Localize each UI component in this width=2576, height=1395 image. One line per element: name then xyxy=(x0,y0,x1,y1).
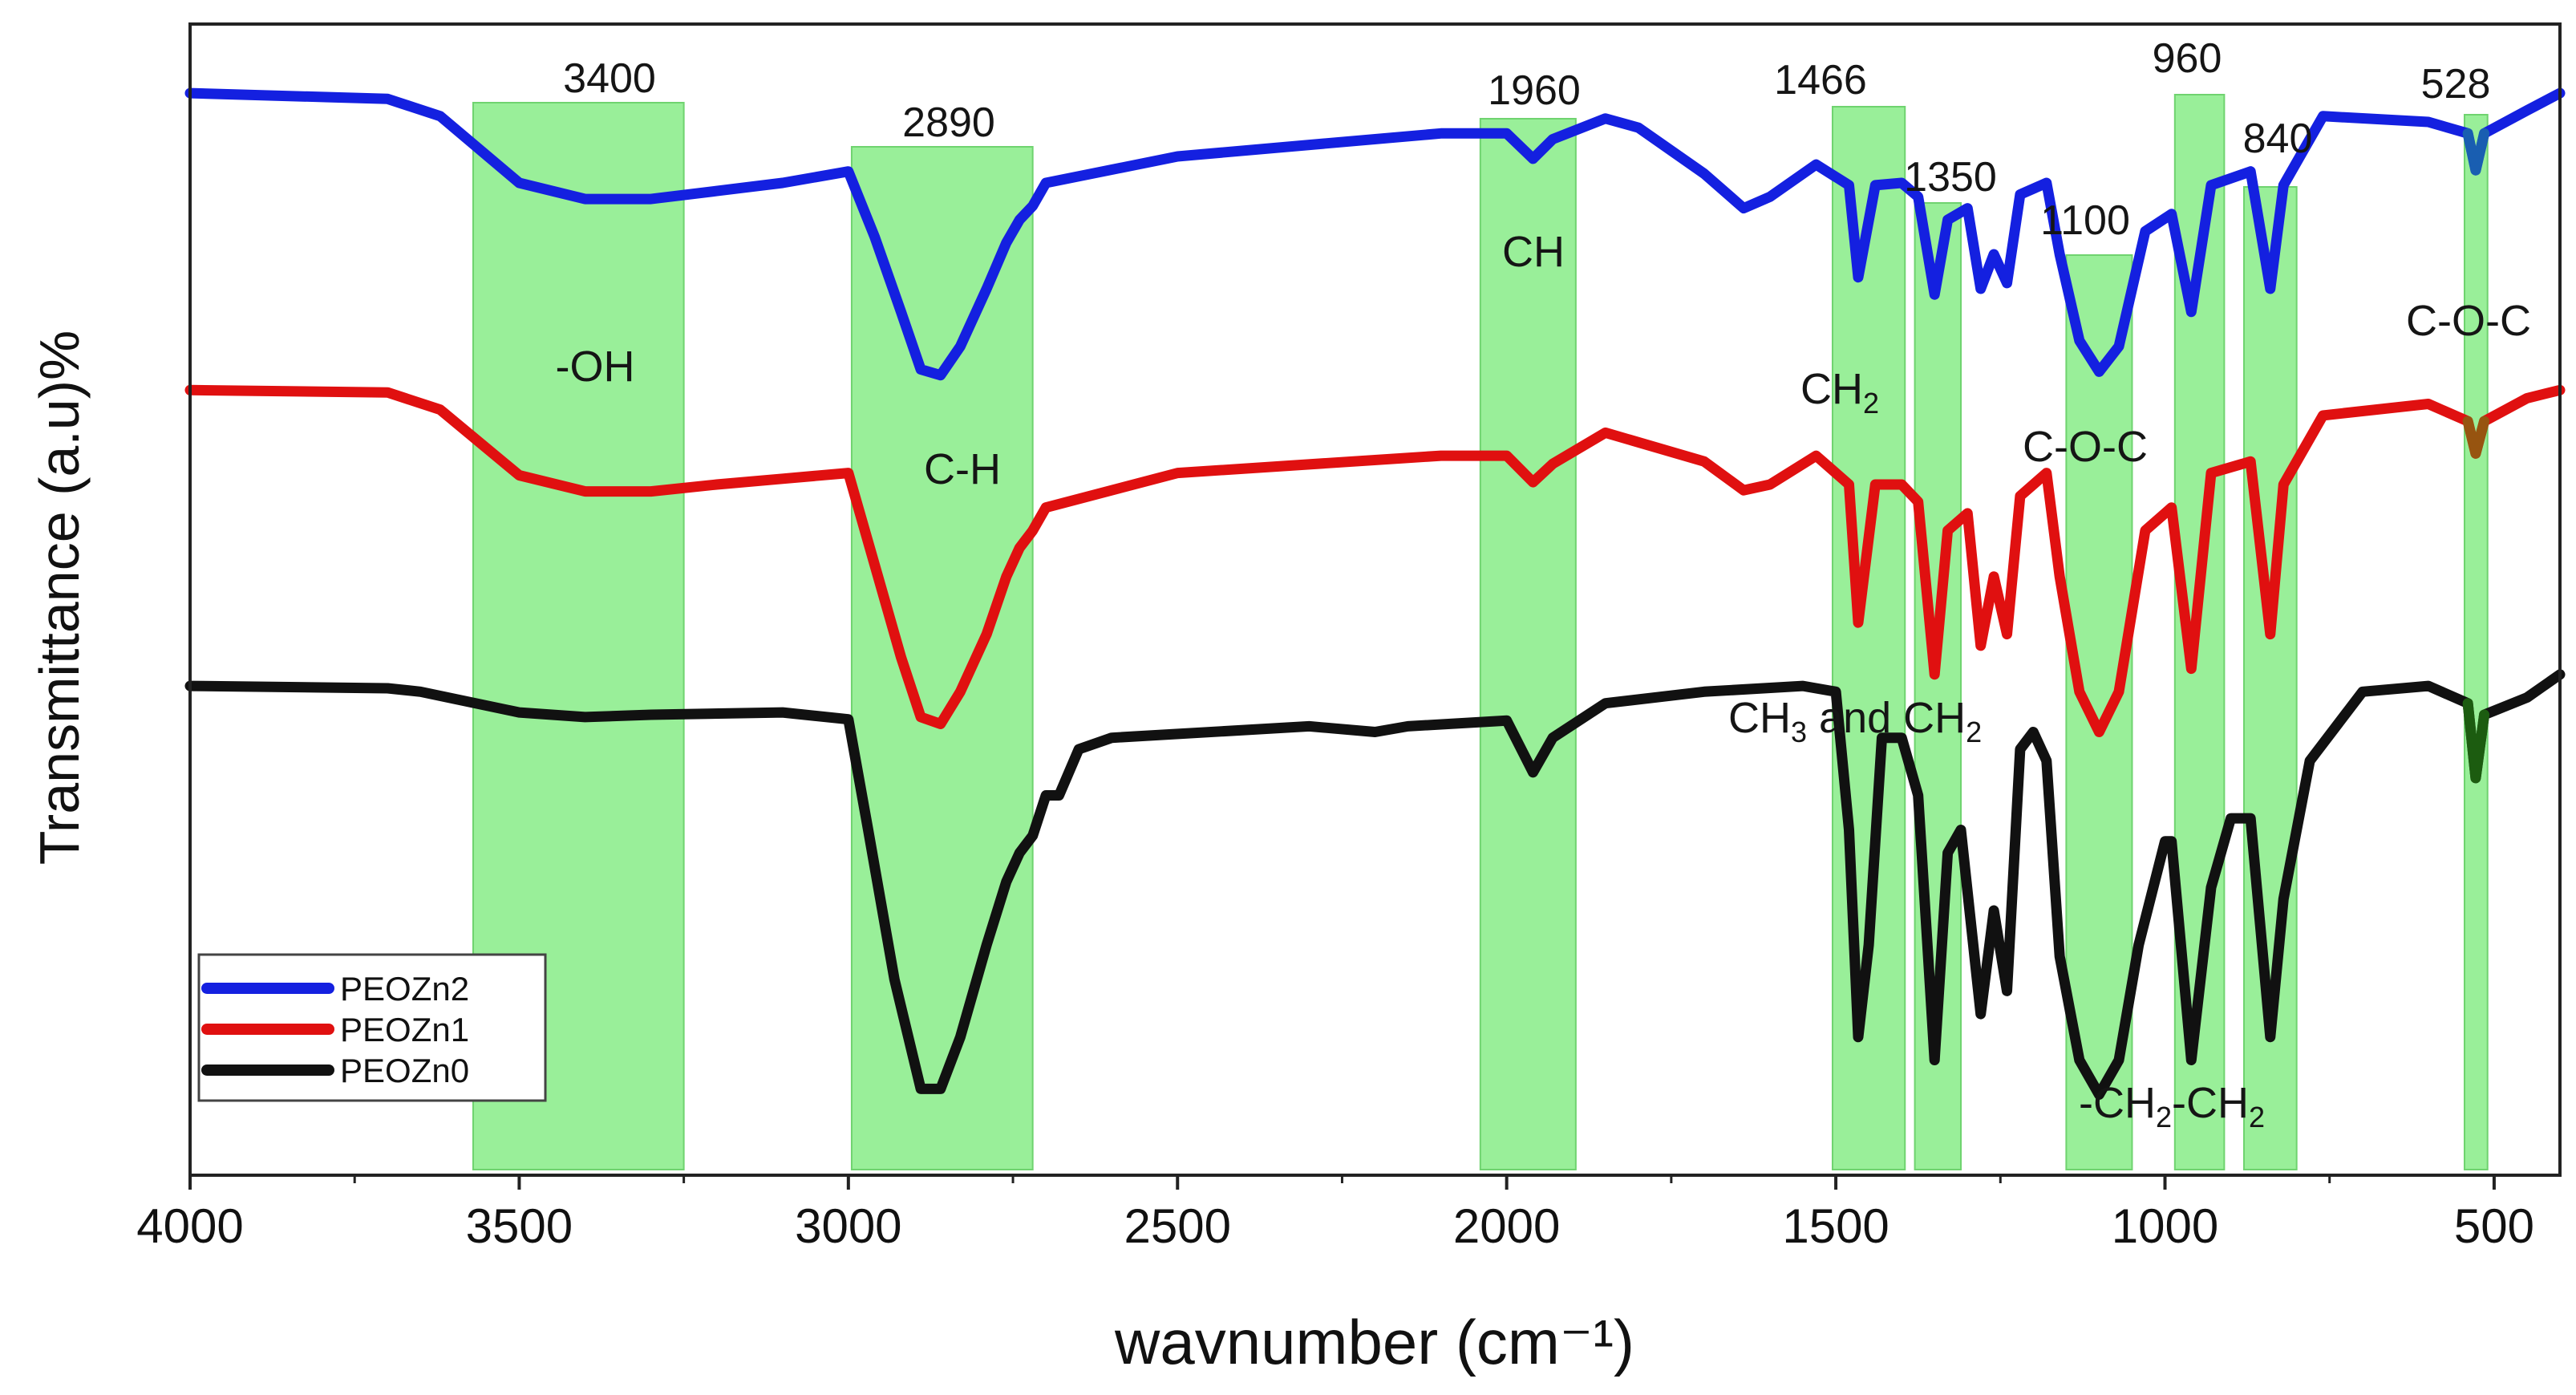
annotation-c-h: C-H xyxy=(924,445,1001,493)
series-band-segment-peozn0-0 xyxy=(2462,698,2490,784)
annotation-c-o-c-528: C-O-C xyxy=(2406,297,2531,345)
band-label-960: 960 xyxy=(2153,35,2222,82)
band-1466 xyxy=(1831,106,1906,1170)
annotation-ch2-ch2: -CH2-CH2 xyxy=(2079,1079,2265,1133)
legend-label-peozn2: PEOZn2 xyxy=(340,970,469,1008)
band-label-1350: 1350 xyxy=(1904,154,1997,201)
x-tick-label-1000: 1000 xyxy=(2112,1199,2218,1253)
x-tick-label-3000: 3000 xyxy=(795,1199,901,1253)
legend: PEOZn2 PEOZn1 PEOZn0 xyxy=(197,953,547,1102)
series-band-segment-peozn2-0 xyxy=(2462,128,2490,176)
x-axis-title: wavnumber (cm⁻¹) xyxy=(1114,1307,1634,1377)
band-label-1960: 1960 xyxy=(1488,67,1581,114)
x-axis: 4000 3500 3000 2500 2000 1500 1000 500 xyxy=(136,1175,2534,1253)
series-line-peozn0 xyxy=(184,669,2566,1100)
band-1960 xyxy=(1479,118,1577,1170)
annotation-ch2: CH2 xyxy=(1800,365,1879,420)
band-2890 xyxy=(850,146,1034,1170)
x-tick-label-3500: 3500 xyxy=(466,1199,573,1253)
band-label-2890: 2890 xyxy=(902,99,995,146)
x-tick-label-2000: 2000 xyxy=(1453,1199,1560,1253)
band-label-1466: 1466 xyxy=(1774,57,1867,103)
annotation-oh: -OH xyxy=(556,343,635,391)
band-label-3400: 3400 xyxy=(563,55,656,102)
series-layer xyxy=(184,87,2566,1100)
y-axis-title: Transmittance (a.u)% xyxy=(28,331,91,866)
band-label-1100: 1100 xyxy=(2040,197,2130,244)
legend-label-peozn0: PEOZn0 xyxy=(340,1052,469,1089)
band-label-840: 840 xyxy=(2243,116,2313,162)
annotation-c-o-c-1100: C-O-C xyxy=(2023,423,2148,471)
annotation-ch: CH xyxy=(1502,228,1565,276)
band-528 xyxy=(2463,114,2489,1170)
x-tick-label-4000: 4000 xyxy=(136,1199,243,1253)
x-tick-label-2500: 2500 xyxy=(1124,1199,1231,1253)
x-tick-label-500: 500 xyxy=(2454,1199,2534,1253)
x-tick-label-1500: 1500 xyxy=(1782,1199,1889,1253)
band-label-528: 528 xyxy=(2421,61,2491,107)
series-line-peozn1 xyxy=(184,384,2566,737)
plot-frame xyxy=(188,22,2562,1177)
series-band-segment-peozn1-0 xyxy=(2462,416,2490,459)
series-line-peozn2 xyxy=(184,87,2566,381)
legend-label-peozn1: PEOZn1 xyxy=(340,1011,469,1048)
band-labels-layer: 3400 2890 1960 1466 1350 1100 960 840 528 xyxy=(563,35,2490,244)
annotation-ch3-and-ch2: CH3 and CH2 xyxy=(1728,694,1982,748)
